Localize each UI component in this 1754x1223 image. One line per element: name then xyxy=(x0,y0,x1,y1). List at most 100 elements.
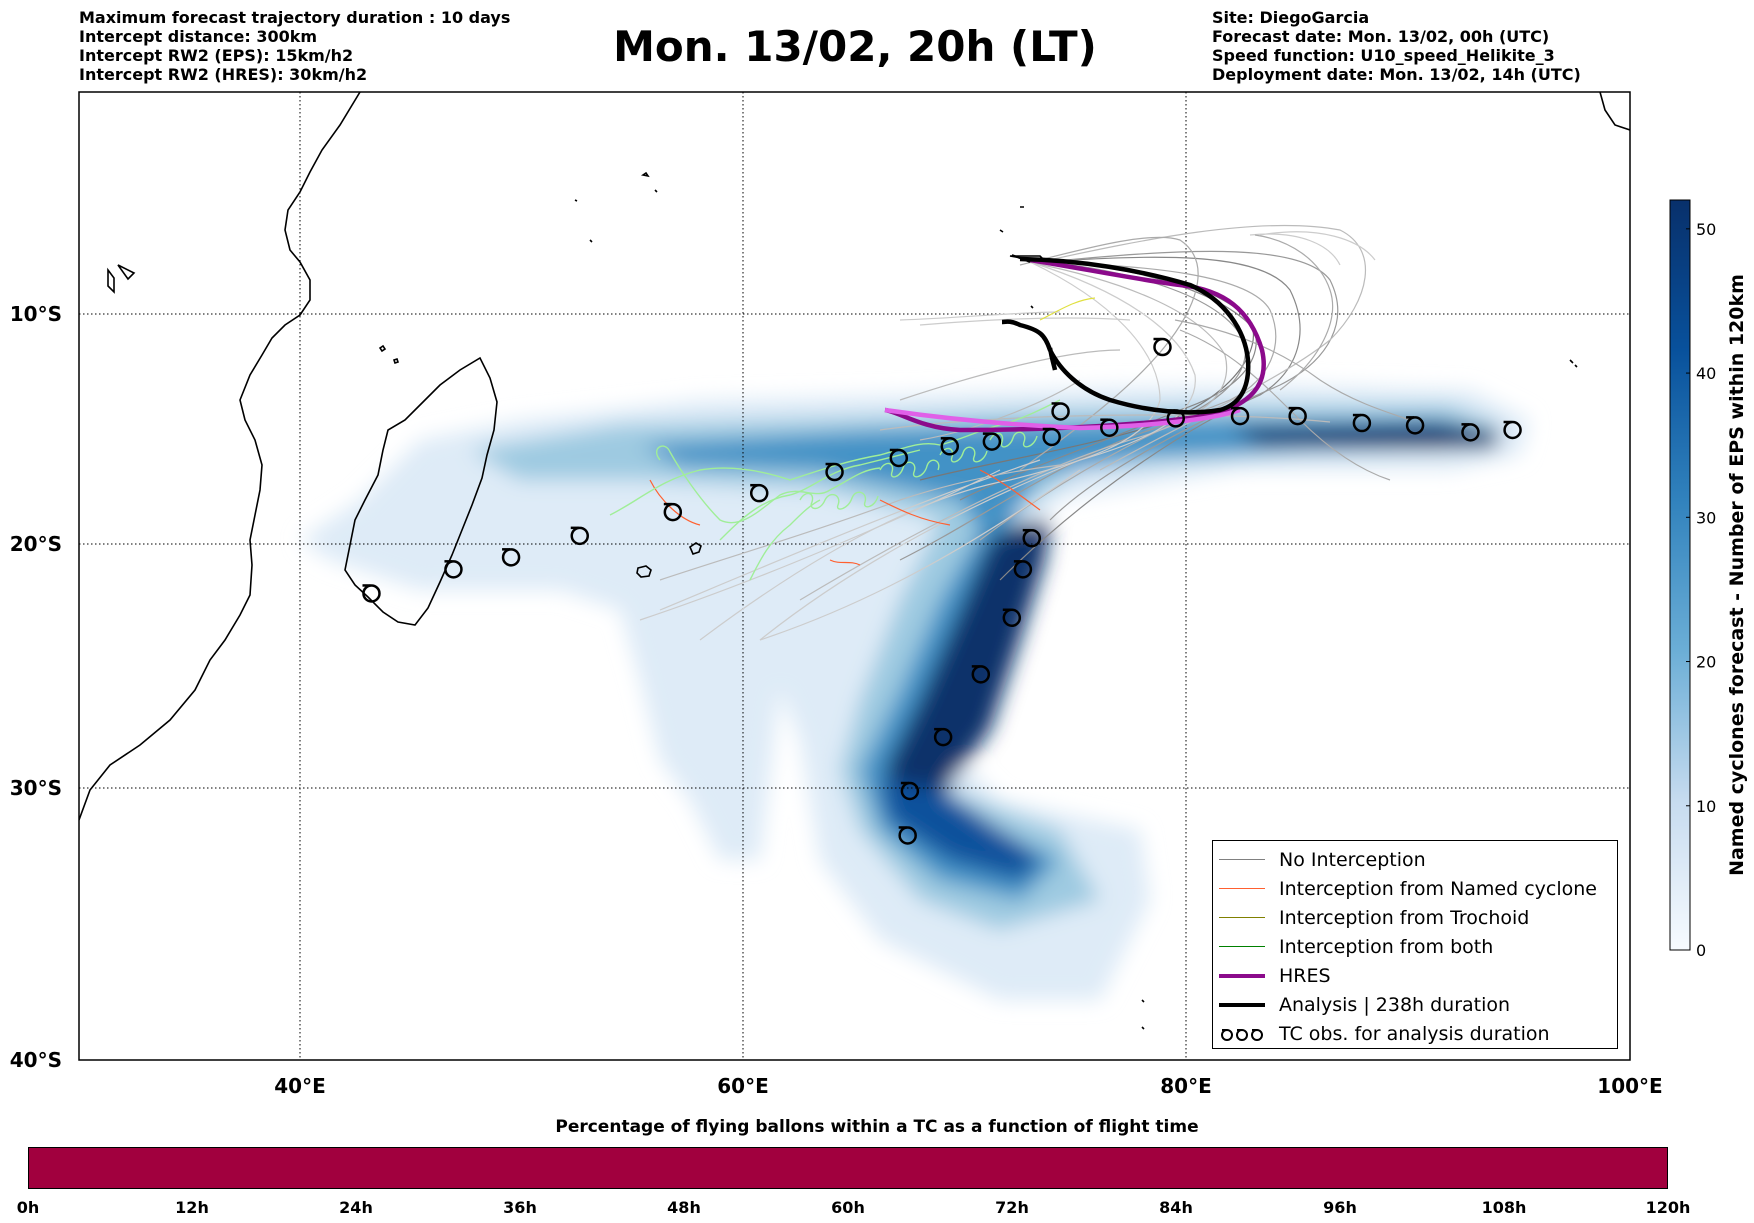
trajectory-parameters: Maximum forecast trajectory duration : 1… xyxy=(79,8,510,84)
lat-label-40s: 40°S xyxy=(10,1048,62,1072)
legend-item: Interception from both xyxy=(1213,932,1617,961)
legend-item: HRES xyxy=(1213,961,1617,990)
tc-symbol-icon xyxy=(1221,1028,1263,1041)
lon-label-80e: 80°E xyxy=(1160,1074,1212,1098)
lon-label-40e: 40°E xyxy=(274,1074,326,1098)
tc-observation-icon xyxy=(1100,418,1119,437)
lon-label-100e: 100°E xyxy=(1597,1074,1662,1098)
tc-observation-icon xyxy=(825,462,844,482)
lat-label-10s: 10°S xyxy=(10,302,62,326)
legend-line-trochoid xyxy=(1219,917,1265,918)
legend-line-no-interception xyxy=(1219,859,1265,860)
tc-observation-icon xyxy=(1013,560,1033,579)
colorbar-tick-label: 50 xyxy=(1696,220,1716,239)
page-title: Mon. 13/02, 20h (LT) xyxy=(613,22,1097,71)
tc-observation-icon xyxy=(570,526,590,546)
tc-observation-icon xyxy=(982,432,1002,451)
legend-label: Interception from both xyxy=(1279,935,1494,958)
time-bar-title: Percentage of flying ballons within a TC… xyxy=(555,1117,1199,1137)
colorbar-tick-label: 30 xyxy=(1696,508,1716,527)
map-frame xyxy=(78,91,1631,1061)
tc-observation-icon xyxy=(1461,423,1480,442)
time-bar-tick-label: 36h xyxy=(503,1198,537,1217)
legend-line-both xyxy=(1219,946,1265,947)
legend-item: No Interception xyxy=(1213,845,1617,874)
tc-observation-icon xyxy=(1022,528,1042,548)
time-bar-tick-label: 24h xyxy=(339,1198,373,1217)
tc-observation-icon xyxy=(1002,608,1022,628)
legend-item: Interception from Trochoid xyxy=(1213,903,1617,932)
reunion-coast xyxy=(636,565,652,578)
tc-observation-icon xyxy=(1166,409,1186,428)
tc-observation-icon xyxy=(940,437,960,456)
legend-label: TC obs. for analysis duration xyxy=(1279,1022,1550,1045)
lat-label-20s: 20°S xyxy=(10,532,62,556)
seychelles xyxy=(574,171,1024,243)
coastlines xyxy=(79,92,1630,1030)
legend-label: Interception from Named cyclone xyxy=(1279,877,1597,900)
info-line: Maximum forecast trajectory duration : 1… xyxy=(79,8,511,27)
site-marker xyxy=(1011,254,1031,263)
colorbar-tick-label: 10 xyxy=(1696,797,1716,816)
eps-density-field xyxy=(300,385,1530,1000)
tc-observation-icon xyxy=(971,665,991,684)
tc-observation-icon xyxy=(1405,416,1425,435)
time-bar-tick-label: 0h xyxy=(16,1198,40,1217)
colorbar-gradient xyxy=(1669,199,1691,951)
time-bar-tick-label: 48h xyxy=(667,1198,701,1217)
tc-observation-icon xyxy=(749,483,769,503)
colorbar-tick-label: 20 xyxy=(1696,653,1716,672)
eps-colorbar: 0 10 20 30 40 50 Named cyclones forecast - Nu… xyxy=(1669,199,1748,960)
time-bar-tick-label: 72h xyxy=(995,1198,1029,1217)
time-bar-tick-label: 60h xyxy=(831,1198,865,1217)
tc-observation-icon xyxy=(1288,406,1307,426)
colorbar-tick-label: 0 xyxy=(1696,941,1706,960)
eps-density-core-2 xyxy=(885,520,1050,795)
tc-observation-icon xyxy=(1230,406,1250,426)
legend-line-analysis xyxy=(1219,1002,1265,1007)
tc-observation-icon xyxy=(889,448,909,468)
legend-line-hres xyxy=(1219,973,1265,978)
info-line: Site: DiegoGarcia xyxy=(1212,8,1370,27)
time-bar-tick-label: 12h xyxy=(175,1198,209,1217)
hres-trajectory-south xyxy=(884,407,1241,431)
legend: No Interception Interception from Named … xyxy=(1212,840,1618,1049)
tc-observation-icon xyxy=(1352,413,1372,433)
named-cyclone-interceptions xyxy=(649,469,1041,566)
comoros xyxy=(378,344,400,365)
legend-label: No Interception xyxy=(1279,848,1426,871)
info-line: Intercept RW2 (HRES): 30km/h2 xyxy=(79,65,368,84)
legend-label: Interception from Trochoid xyxy=(1279,906,1530,929)
lat-label-30s: 30°S xyxy=(10,776,62,800)
pemba-zanzibar xyxy=(107,264,136,294)
indonesia-coast xyxy=(1599,92,1630,131)
eps-density-core-3 xyxy=(880,780,1040,880)
africa-coast xyxy=(79,92,361,821)
tc-observation-icon xyxy=(362,584,381,603)
hres-trajectory-north xyxy=(884,257,1266,433)
time-bar-tick-label: 96h xyxy=(1323,1198,1357,1217)
lon-label-60e: 60°E xyxy=(717,1074,769,1098)
info-line: Speed function: U10_speed_Helikite_3 xyxy=(1212,46,1555,65)
info-line: Forecast date: Mon. 13/02, 00h (UTC) xyxy=(1212,27,1550,46)
site-parameters: Site: DiegoGarcia Forecast date: Mon. 13… xyxy=(1212,8,1581,84)
time-bar xyxy=(28,1147,1668,1189)
info-line: Intercept RW2 (EPS): 15km/h2 xyxy=(79,46,354,65)
colorbar-ticks: 0 10 20 30 40 50 xyxy=(1686,220,1716,960)
time-bar-tick-label: 108h xyxy=(1481,1198,1527,1217)
eps-density-core xyxy=(1230,424,1500,449)
australian-islands xyxy=(1141,359,1578,1030)
tc-observation-icon xyxy=(933,727,953,747)
legend-line-named-cyclone xyxy=(1219,888,1265,889)
tc-observation-icon xyxy=(501,548,521,567)
legend-item: Analysis | 238h duration xyxy=(1213,990,1617,1019)
legend-label: Analysis | 238h duration xyxy=(1279,993,1511,1016)
analysis-trajectory xyxy=(1001,256,1251,415)
legend-label: HRES xyxy=(1279,964,1331,987)
madagascar-coast xyxy=(344,356,498,626)
legend-item: Interception from Named cyclone xyxy=(1213,874,1617,903)
mauritius-coast xyxy=(689,542,702,555)
tc-observation-icon xyxy=(444,560,463,579)
tc-observation-icon xyxy=(1051,402,1070,421)
